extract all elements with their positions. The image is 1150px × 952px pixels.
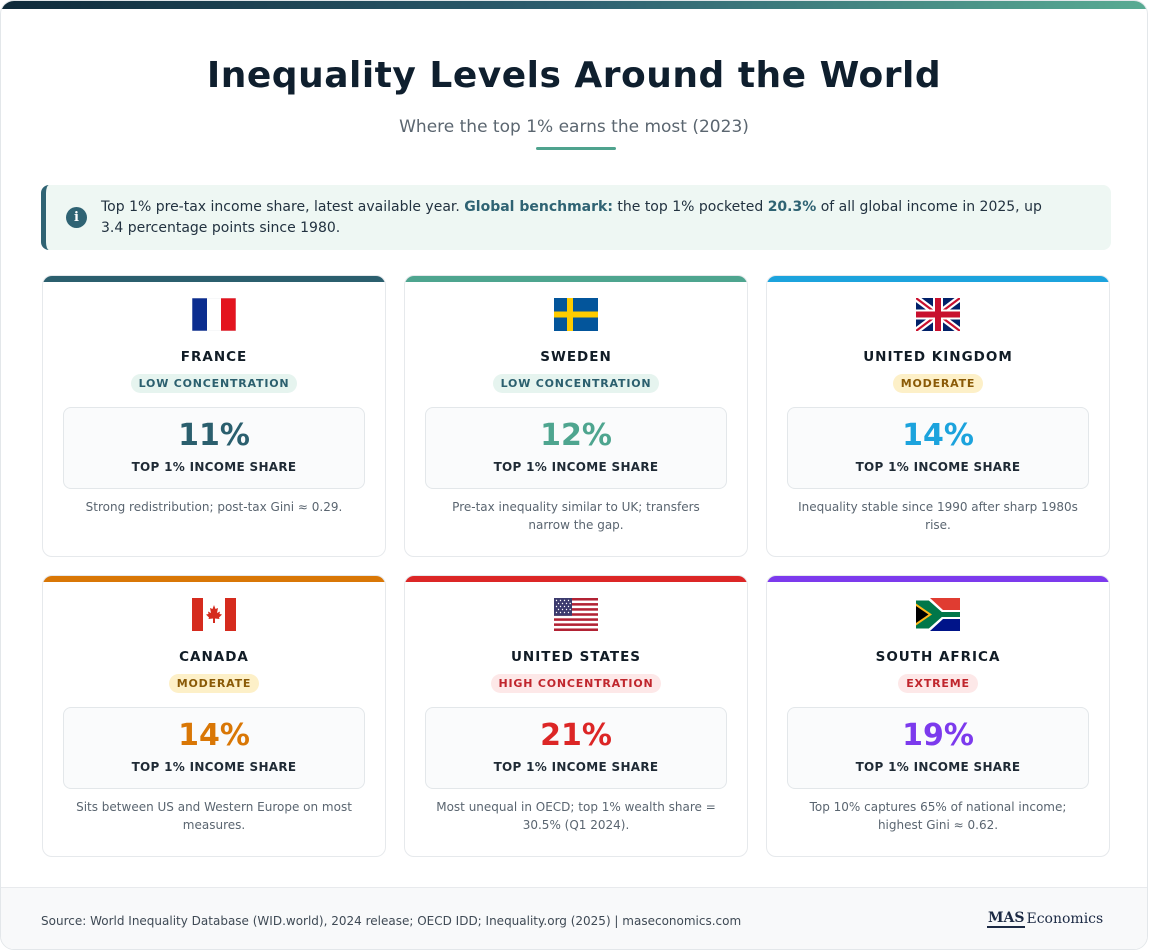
country-card-canada: CANADA MODERATE 14% TOP 1% INCOME SHARE …: [42, 575, 386, 857]
country-name: FRANCE: [180, 349, 248, 365]
info-icon: i: [66, 207, 87, 228]
income-share-value: 14%: [902, 418, 974, 453]
income-share-box: 19% TOP 1% INCOME SHARE: [787, 707, 1089, 789]
benchmark-label: Global benchmark:: [464, 198, 613, 215]
income-share-value: 19%: [902, 718, 974, 753]
country-name: SWEDEN: [540, 349, 612, 365]
concentration-badge: MODERATE: [892, 374, 984, 393]
country-note: Pre-tax inequality similar to UK; transf…: [452, 500, 700, 532]
country-note: Sits between US and Western Europe on mo…: [76, 800, 352, 832]
income-share-label: TOP 1% INCOME SHARE: [855, 760, 1021, 774]
country-card-sweden: SWEDEN LOW CONCENTRATION 12% TOP 1% INCO…: [404, 275, 748, 557]
info-banner: i Top 1% pre-tax income share, latest av…: [41, 185, 1111, 250]
income-share-label: TOP 1% INCOME SHARE: [855, 460, 1021, 474]
country-note: Top 10% captures 65% of national income;…: [809, 800, 1067, 832]
uk-flag-icon: [916, 298, 960, 331]
card-accent-bar: [767, 276, 1109, 282]
benchmark-value: 20.3%: [767, 198, 817, 215]
france-flag-icon: [192, 298, 236, 331]
country-card-united-states: UNITED STATES HIGH CONCENTRATION 21% TOP…: [404, 575, 748, 857]
mas-economics-logo: MAS Economics: [987, 910, 1104, 928]
income-share-value: 21%: [540, 718, 612, 753]
concentration-badge: LOW CONCENTRATION: [130, 374, 298, 393]
south-africa-flag-icon: [916, 598, 960, 631]
concentration-badge: MODERATE: [168, 674, 260, 693]
country-name: UNITED STATES: [510, 649, 642, 665]
card-accent-bar: [43, 276, 385, 282]
title-underline: [536, 147, 616, 150]
country-note: Most unequal in OECD; top 1% wealth shar…: [436, 800, 716, 832]
income-share-value: 11%: [178, 418, 250, 453]
income-share-value: 14%: [178, 718, 250, 753]
canada-flag-icon: [192, 598, 236, 631]
country-name: CANADA: [179, 649, 249, 665]
source-note: Source: World Inequality Database (WID.w…: [41, 914, 742, 928]
concentration-badge: EXTREME: [898, 674, 978, 693]
income-share-box: 21% TOP 1% INCOME SHARE: [425, 707, 727, 789]
income-share-box: 11% TOP 1% INCOME SHARE: [63, 407, 365, 489]
country-name: UNITED KINGDOM: [863, 349, 1013, 365]
country-name: SOUTH AFRICA: [875, 649, 1001, 665]
income-share-box: 12% TOP 1% INCOME SHARE: [425, 407, 727, 489]
page-subtitle: Where the top 1% earns the most (2023): [399, 117, 749, 137]
us-flag-icon: [554, 598, 598, 631]
concentration-badge: LOW CONCENTRATION: [492, 374, 660, 393]
country-card-united-kingdom: UNITED KINGDOM MODERATE 14% TOP 1% INCOM…: [766, 275, 1110, 557]
page-title: Inequality Levels Around the World: [206, 55, 942, 96]
income-share-label: TOP 1% INCOME SHARE: [493, 460, 659, 474]
country-card-france: FRANCE LOW CONCENTRATION 11% TOP 1% INCO…: [42, 275, 386, 557]
income-share-label: TOP 1% INCOME SHARE: [493, 760, 659, 774]
card-accent-bar: [405, 276, 747, 282]
card-accent-bar: [767, 576, 1109, 582]
card-accent-bar: [405, 576, 747, 582]
top-accent-bar: [1, 1, 1147, 9]
footer: Source: World Inequality Database (WID.w…: [1, 887, 1147, 949]
country-note: Inequality stable since 1990 after sharp…: [798, 500, 1078, 532]
country-card-south-africa: SOUTH AFRICA EXTREME 19% TOP 1% INCOME S…: [766, 575, 1110, 857]
income-share-label: TOP 1% INCOME SHARE: [131, 760, 297, 774]
income-share-value: 12%: [540, 418, 612, 453]
income-share-label: TOP 1% INCOME SHARE: [131, 460, 297, 474]
concentration-badge: HIGH CONCENTRATION: [490, 674, 662, 693]
card-accent-bar: [43, 576, 385, 582]
sweden-flag-icon: [554, 298, 598, 331]
income-share-box: 14% TOP 1% INCOME SHARE: [787, 407, 1089, 489]
info-text: Top 1% pre-tax income share, latest avai…: [101, 198, 1042, 236]
income-share-box: 14% TOP 1% INCOME SHARE: [63, 707, 365, 789]
country-note: Strong redistribution; post-tax Gini ≈ 0…: [85, 500, 343, 514]
